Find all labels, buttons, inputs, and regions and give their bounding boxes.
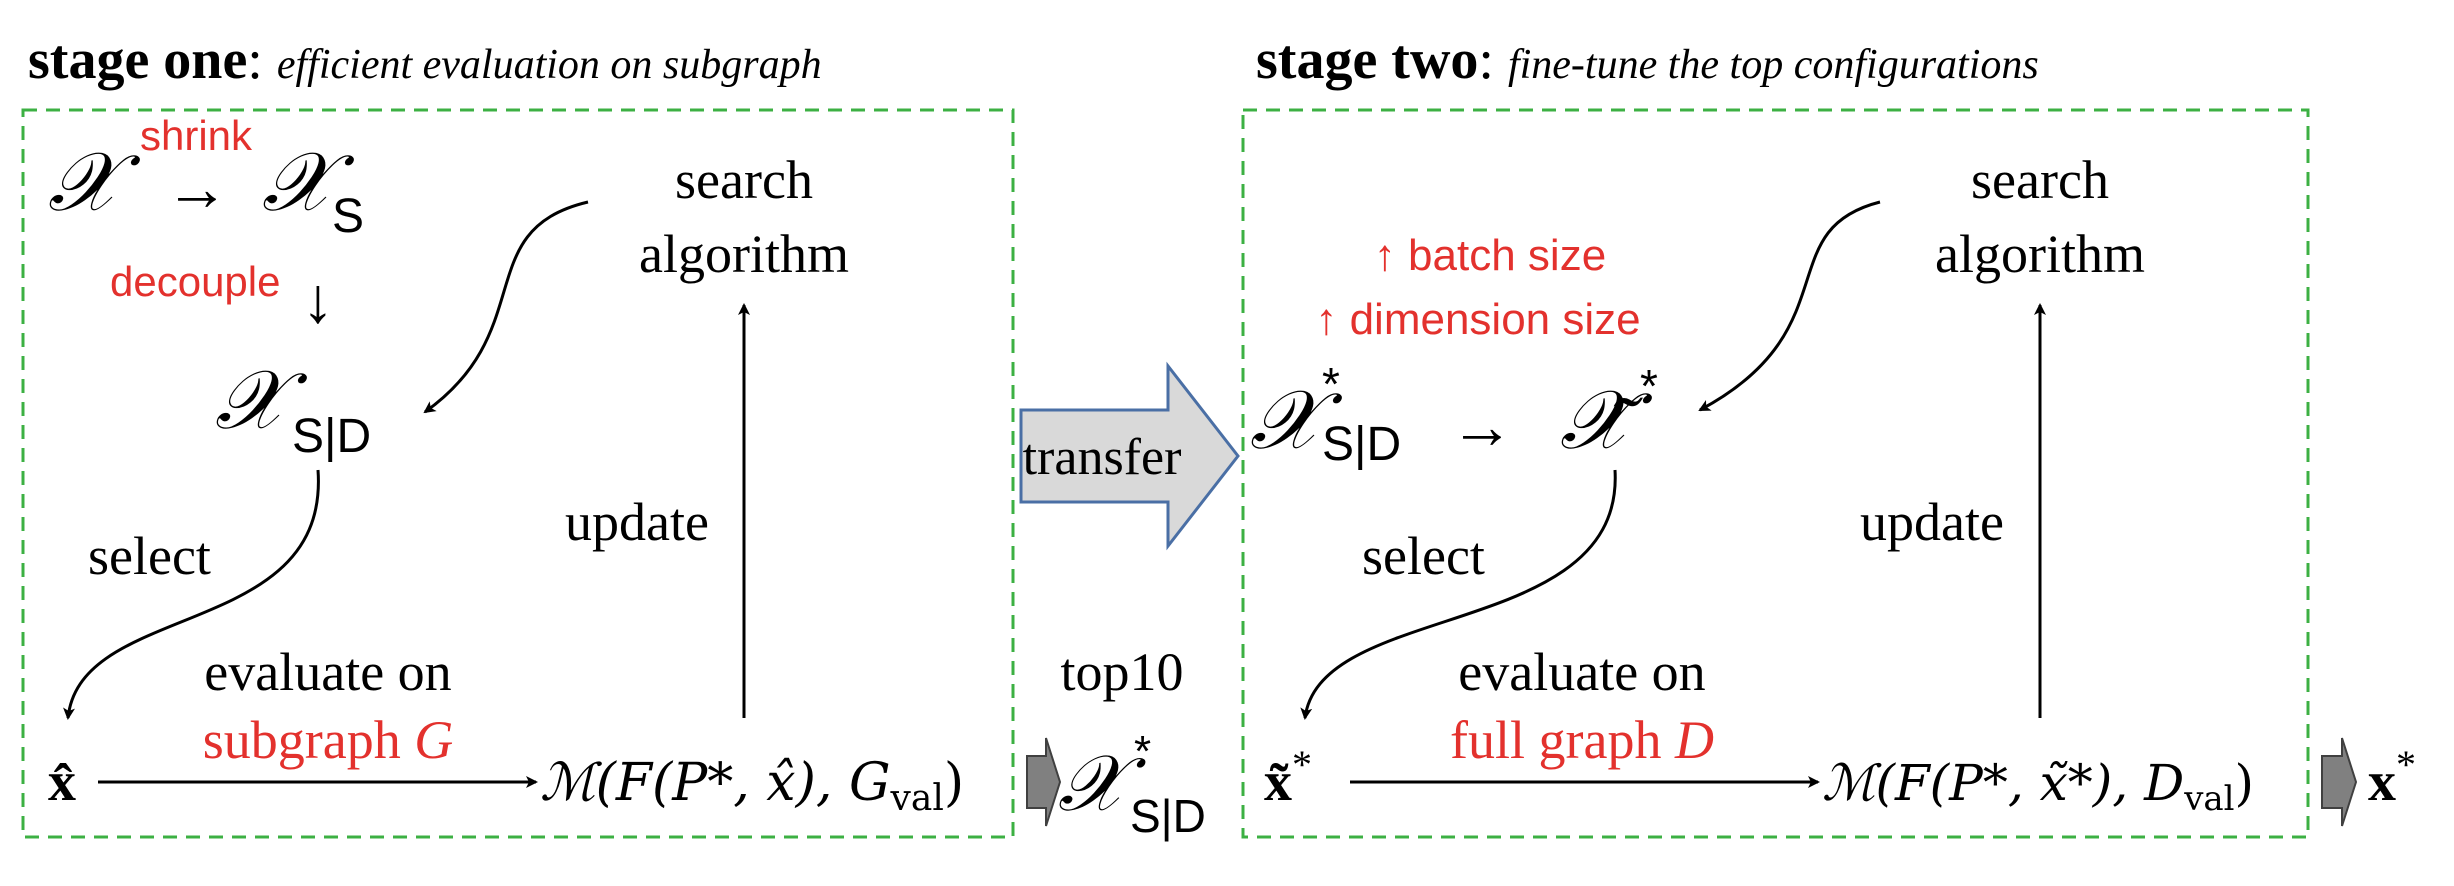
- refine-arrow: →: [1450, 390, 1514, 462]
- top10-space-sub: S|D: [1130, 790, 1206, 842]
- update-label: update: [565, 492, 709, 552]
- select-arrow: [63, 469, 320, 720]
- decouple-arrow: ↓: [302, 264, 334, 336]
- evaluate-label-1: evaluate on: [204, 642, 451, 702]
- space-xsd-star-sub: S|D: [1322, 418, 1401, 471]
- top10-label: top10: [1060, 642, 1183, 702]
- evaluate-label-1-two: evaluate on: [1458, 642, 1705, 702]
- stage-one-box: [21, 108, 1015, 839]
- final-x-star: x*: [2368, 742, 2416, 813]
- space-x-tilde-sup: *: [1640, 360, 1658, 412]
- space-x: 𝒳: [48, 135, 141, 230]
- dimension-size-label: ↑ dimension size: [1315, 295, 1640, 344]
- batch-size-label: ↑ batch size: [1374, 231, 1606, 280]
- space-xs-sub: S: [332, 190, 364, 243]
- stage-two-title: stage two: fine-tune the top configuratio…: [1256, 29, 2039, 91]
- transfer-label: transfer: [1023, 429, 1182, 486]
- metric-stage-two: ℳ(F(P*, x̃*), Dval): [1822, 754, 2254, 819]
- top10-space-sup: *: [1134, 727, 1151, 776]
- shrink-arrow: →: [165, 152, 229, 224]
- evaluate-label-2-two: full graph D: [1450, 710, 1714, 770]
- search-label-2-two: algorithm: [1935, 224, 2145, 284]
- top10-small-arrow: [1026, 737, 1062, 827]
- shrink-label: shrink: [140, 112, 253, 159]
- space-xsd-star-sup: *: [1322, 358, 1340, 410]
- stage-one-title: stage one: efficient evaluation on subgra…: [28, 29, 822, 91]
- select-label: select: [88, 526, 211, 586]
- metric-stage-one: ℳ(F(P*, x̂), Gval): [540, 753, 964, 819]
- search-label-1-two: search: [1971, 150, 2109, 210]
- select-arrow-two: [1300, 469, 1617, 720]
- search-to-space-arrow-two: [1698, 200, 1881, 412]
- search-label-2: algorithm: [639, 224, 849, 284]
- select-label-two: select: [1362, 526, 1485, 586]
- x-tilde-star: x̃*: [1264, 742, 1312, 813]
- search-label-1: search: [675, 150, 813, 210]
- search-to-space-arrow: [423, 200, 589, 414]
- evaluate-label-2: subgraph G: [203, 710, 453, 770]
- final-small-arrow: [2321, 737, 2358, 827]
- x-hat: x̂: [48, 751, 76, 813]
- stage-two-box: [1241, 108, 2310, 839]
- update-label-two: update: [1860, 492, 2004, 552]
- transfer-arrow: [1019, 361, 1240, 551]
- decouple-label: decouple: [110, 258, 280, 305]
- space-xsd-sub: S|D: [292, 410, 371, 463]
